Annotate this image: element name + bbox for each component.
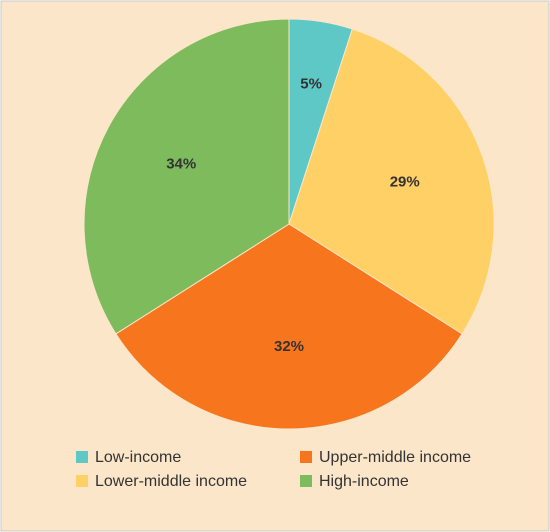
pie-slice — [288, 28, 495, 335]
data-label: 32% — [274, 338, 304, 355]
legend-label: Upper-middle income — [319, 449, 471, 466]
data-label: 5% — [300, 75, 322, 92]
legend-swatch — [300, 475, 312, 487]
legend-label: High-income — [319, 473, 409, 490]
legend-swatch — [76, 451, 88, 463]
data-label: 34% — [166, 156, 196, 173]
legend-label: Lower-middle income — [95, 473, 247, 490]
pie-slice — [115, 223, 463, 430]
pie-slice — [83, 18, 290, 335]
legend-label: Low-income — [95, 449, 181, 466]
legend-swatch — [76, 475, 88, 487]
data-label: 29% — [390, 173, 420, 190]
legend-swatch — [300, 451, 312, 463]
